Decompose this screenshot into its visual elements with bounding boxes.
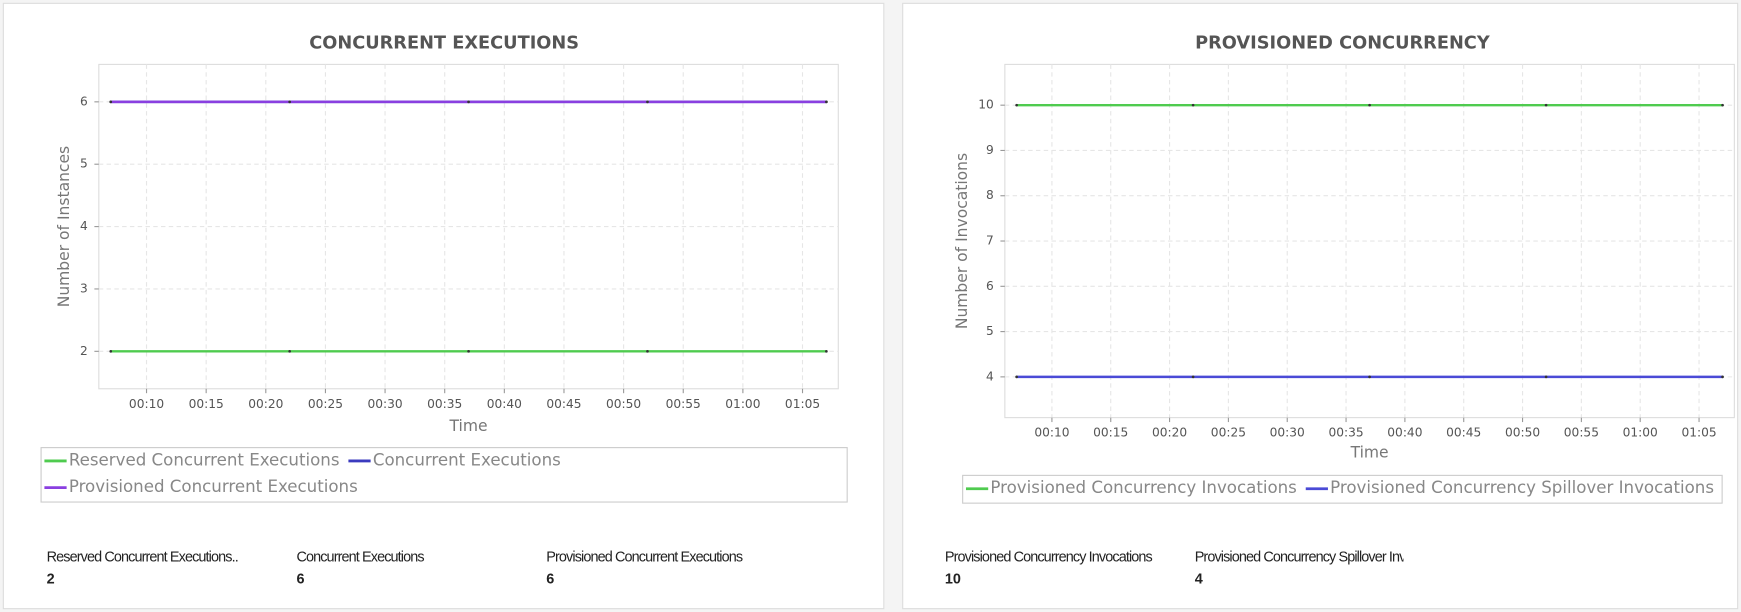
y-tick-label: 2 bbox=[80, 344, 88, 358]
y-tick-label: 7 bbox=[986, 234, 994, 248]
x-tick-label: 00:20 bbox=[248, 397, 283, 411]
x-tick-label: 00:30 bbox=[1270, 426, 1305, 440]
x-tick-label: 00:40 bbox=[487, 397, 522, 411]
legend-label: Provisioned Concurrent Executions bbox=[69, 477, 358, 496]
point bbox=[1544, 375, 1548, 379]
point bbox=[288, 349, 291, 353]
point bbox=[1191, 375, 1195, 379]
x-tick-label: 00:35 bbox=[427, 397, 462, 411]
y-axis-label: Number of Invocations bbox=[953, 153, 971, 329]
point bbox=[467, 100, 470, 104]
x-tick-label: 00:25 bbox=[1211, 426, 1246, 440]
point bbox=[1544, 103, 1548, 107]
x-tick-label: 00:35 bbox=[1328, 426, 1363, 440]
point bbox=[1368, 375, 1371, 379]
summary-label: Provisioned Concurrency Invocations bbox=[945, 549, 1153, 565]
x-tick-label: 00:10 bbox=[129, 397, 164, 411]
point bbox=[467, 349, 470, 353]
x-tick-label: 00:10 bbox=[1034, 426, 1069, 440]
point bbox=[825, 349, 828, 353]
y-tick-label: 6 bbox=[986, 279, 994, 293]
y-tick-label: 6 bbox=[80, 94, 88, 108]
summary-value: 6 bbox=[546, 572, 554, 588]
x-tick-label: 00:55 bbox=[1564, 426, 1599, 440]
summary-label: Concurrent Executions bbox=[296, 549, 424, 565]
point bbox=[1721, 103, 1724, 107]
summary-value: 2 bbox=[47, 572, 55, 588]
x-tick-label: 00:15 bbox=[1093, 426, 1128, 440]
x-tick-label: 00:55 bbox=[666, 397, 701, 411]
legend-label: Provisioned Concurrency Invocations bbox=[990, 478, 1296, 497]
summary-value: 10 bbox=[945, 572, 961, 588]
x-axis-label: Time bbox=[1350, 444, 1389, 462]
point bbox=[288, 100, 291, 104]
x-tick-label: 01:05 bbox=[1681, 426, 1716, 440]
point bbox=[109, 349, 113, 353]
point bbox=[646, 100, 649, 104]
y-tick-label: 10 bbox=[978, 98, 994, 112]
legend bbox=[40, 447, 848, 503]
summary-value: 4 bbox=[1195, 572, 1203, 588]
point bbox=[1721, 375, 1724, 379]
y-tick-label: 9 bbox=[986, 143, 994, 157]
summary-label: Provisioned Concurrent Executions bbox=[546, 549, 743, 565]
x-tick-label: 01:05 bbox=[785, 397, 820, 411]
y-tick-label: 5 bbox=[986, 324, 994, 338]
x-tick-label: 00:15 bbox=[189, 397, 224, 411]
point bbox=[1015, 375, 1018, 379]
x-tick-label: 00:45 bbox=[1446, 426, 1481, 440]
chart-title: CONCURRENT EXECUTIONS bbox=[309, 33, 579, 53]
point bbox=[825, 100, 828, 104]
y-tick-label: 8 bbox=[986, 188, 994, 202]
y-tick-label: 5 bbox=[80, 157, 88, 171]
x-tick-label: 00:20 bbox=[1152, 426, 1187, 440]
x-axis-label: Time bbox=[449, 417, 488, 435]
x-tick-label: 00:50 bbox=[606, 397, 641, 411]
x-tick-label: 01:00 bbox=[725, 397, 760, 411]
x-tick-label: 00:45 bbox=[546, 397, 581, 411]
legend-label: Reserved Concurrent Executions bbox=[69, 450, 340, 469]
x-tick-label: 01:00 bbox=[1623, 426, 1658, 440]
x-tick-label: 00:30 bbox=[367, 397, 402, 411]
chart-title: PROVISIONED CONCURRENCY bbox=[1195, 33, 1491, 53]
point bbox=[1368, 103, 1371, 107]
summary-value: 6 bbox=[296, 572, 304, 588]
legend-label: Concurrent Executions bbox=[373, 450, 561, 469]
y-tick-label: 3 bbox=[80, 281, 88, 295]
y-tick-label: 4 bbox=[986, 369, 994, 383]
point bbox=[109, 100, 113, 104]
legend-label: Provisioned Concurrency Spillover Invoca… bbox=[1330, 478, 1714, 497]
point bbox=[1191, 103, 1195, 107]
summary-label: Reserved Concurrent Executions.. bbox=[47, 549, 238, 565]
x-tick-label: 00:25 bbox=[308, 397, 343, 411]
x-tick-label: 00:40 bbox=[1387, 426, 1422, 440]
legend bbox=[962, 474, 1723, 504]
point bbox=[1015, 103, 1018, 107]
point bbox=[646, 349, 649, 353]
y-tick-label: 4 bbox=[80, 219, 88, 233]
x-tick-label: 00:50 bbox=[1505, 426, 1540, 440]
y-axis-label: Number of Instances bbox=[55, 146, 73, 307]
summary-label: Provisioned Concurrency Spillover Invoca… bbox=[1195, 549, 1453, 565]
